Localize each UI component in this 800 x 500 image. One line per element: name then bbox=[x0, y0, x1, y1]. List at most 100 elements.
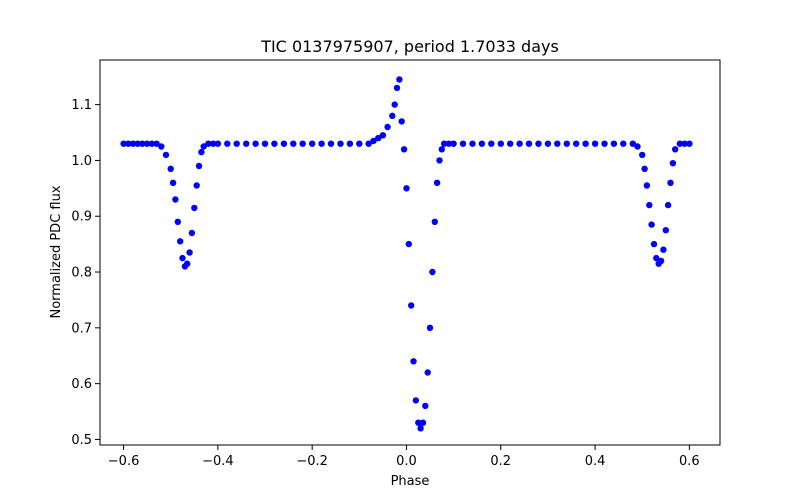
x-tick-label: −0.2 bbox=[296, 454, 328, 469]
data-point bbox=[410, 358, 417, 365]
data-points bbox=[120, 76, 693, 432]
data-point bbox=[167, 165, 174, 172]
data-point bbox=[337, 140, 344, 147]
data-point bbox=[214, 140, 222, 147]
data-point bbox=[299, 140, 306, 147]
x-tick-label: 0.4 bbox=[585, 454, 606, 469]
data-point bbox=[396, 76, 403, 83]
data-point bbox=[676, 140, 684, 147]
data-point bbox=[441, 140, 448, 147]
data-point bbox=[601, 140, 608, 147]
data-point bbox=[516, 140, 523, 147]
data-point bbox=[370, 137, 377, 145]
data-point bbox=[158, 143, 165, 150]
data-point bbox=[243, 140, 250, 147]
data-point bbox=[280, 140, 288, 147]
data-point bbox=[139, 140, 146, 147]
data-point bbox=[184, 260, 191, 267]
data-point bbox=[643, 182, 651, 189]
data-point bbox=[398, 118, 405, 125]
data-point bbox=[403, 185, 410, 192]
data-point bbox=[384, 123, 391, 131]
data-point bbox=[400, 146, 408, 153]
data-point bbox=[224, 140, 231, 147]
data-point bbox=[563, 140, 570, 147]
data-point bbox=[191, 204, 198, 212]
y-tick-label: 1.0 bbox=[71, 154, 92, 169]
data-point bbox=[686, 140, 693, 147]
x-tick-label: −0.6 bbox=[108, 454, 140, 469]
data-point bbox=[261, 140, 269, 147]
data-point bbox=[582, 140, 589, 147]
data-point bbox=[459, 140, 467, 147]
data-point bbox=[195, 162, 203, 170]
data-point bbox=[177, 238, 184, 245]
data-point bbox=[233, 140, 240, 147]
data-point bbox=[431, 218, 438, 225]
data-point bbox=[433, 179, 441, 186]
data-point bbox=[450, 140, 457, 147]
data-point bbox=[667, 179, 674, 186]
data-point bbox=[391, 101, 398, 108]
y-tick-label: 0.7 bbox=[71, 321, 92, 336]
data-point bbox=[143, 140, 151, 147]
data-point bbox=[210, 140, 217, 147]
data-point bbox=[525, 140, 533, 147]
data-point bbox=[412, 397, 420, 404]
data-point bbox=[356, 140, 363, 147]
data-point bbox=[129, 140, 137, 147]
data-point bbox=[507, 140, 514, 147]
data-point bbox=[664, 201, 672, 209]
data-point bbox=[424, 369, 431, 376]
y-tick-label: 0.8 bbox=[71, 266, 92, 281]
data-point bbox=[125, 140, 132, 147]
data-point bbox=[646, 201, 653, 209]
y-tick-label: 0.5 bbox=[71, 433, 92, 448]
data-point bbox=[662, 227, 669, 234]
data-point bbox=[375, 134, 382, 142]
data-point bbox=[169, 179, 177, 186]
data-point bbox=[681, 140, 688, 147]
y-tick-label: 1.1 bbox=[71, 98, 92, 113]
y-axis-label: Normalized PDC flux bbox=[49, 185, 64, 318]
chart-title: TIC 0137975907, period 1.7033 days bbox=[260, 37, 559, 56]
data-point bbox=[379, 132, 387, 139]
data-point bbox=[648, 221, 655, 228]
data-point bbox=[179, 254, 186, 262]
data-point bbox=[478, 140, 486, 147]
y-tick-label: 0.6 bbox=[71, 377, 92, 392]
data-point bbox=[419, 419, 427, 426]
data-point bbox=[634, 143, 641, 150]
data-point bbox=[438, 146, 445, 153]
data-point bbox=[445, 140, 453, 147]
y-tick-label: 0.9 bbox=[71, 210, 92, 225]
data-point bbox=[415, 419, 422, 426]
data-point bbox=[497, 140, 504, 147]
data-point bbox=[205, 140, 212, 147]
data-point bbox=[417, 425, 424, 432]
data-point bbox=[629, 140, 636, 147]
data-point bbox=[422, 402, 429, 410]
data-point bbox=[650, 240, 658, 248]
data-point bbox=[429, 268, 436, 276]
data-point bbox=[174, 218, 181, 225]
data-point bbox=[153, 140, 160, 147]
data-point bbox=[653, 254, 660, 262]
x-tick-label: 0.2 bbox=[490, 454, 511, 469]
data-point bbox=[193, 182, 200, 189]
data-point bbox=[641, 165, 648, 172]
data-point bbox=[162, 151, 170, 159]
data-point bbox=[426, 324, 434, 331]
data-point bbox=[639, 151, 646, 159]
data-point bbox=[669, 160, 677, 167]
data-point bbox=[610, 140, 618, 147]
data-point bbox=[405, 240, 412, 248]
data-point bbox=[554, 140, 561, 147]
data-point bbox=[327, 140, 335, 147]
data-point bbox=[488, 140, 495, 147]
data-point bbox=[573, 140, 580, 147]
data-point bbox=[591, 140, 599, 147]
data-point bbox=[408, 302, 415, 309]
